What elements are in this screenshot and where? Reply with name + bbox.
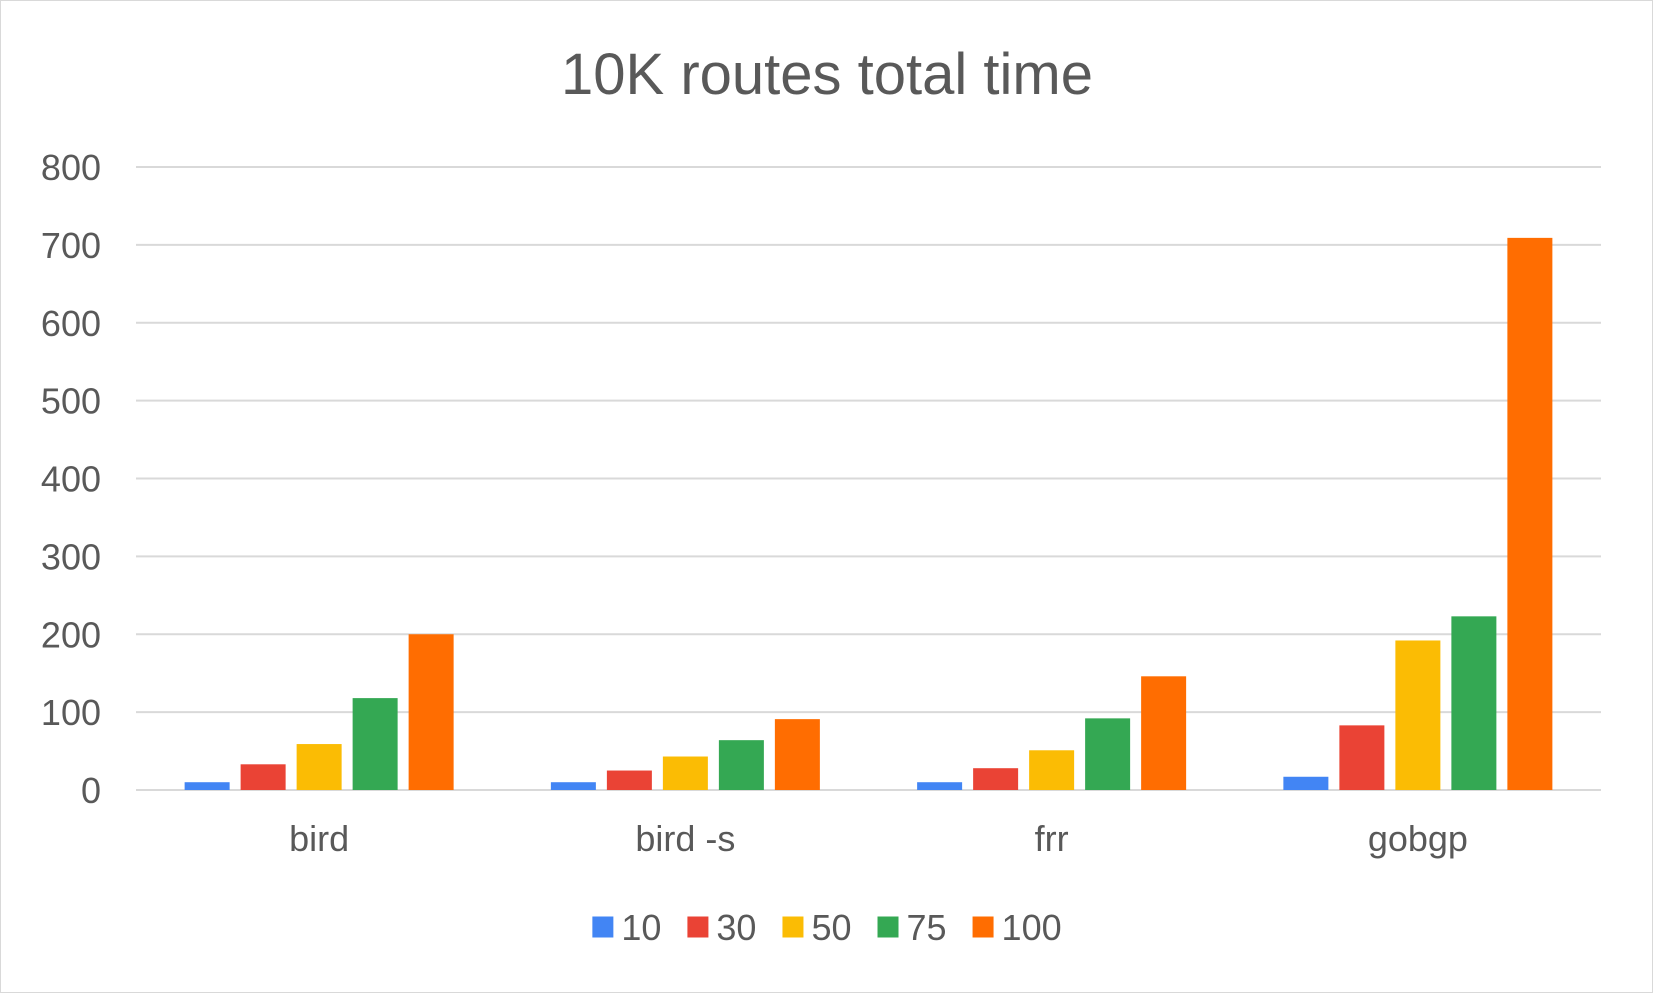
bar-bird-10: [184, 782, 230, 790]
bar-birds-75: [718, 740, 764, 790]
y-tick-label: 500: [41, 381, 101, 422]
legend-label: 50: [811, 907, 851, 948]
bar-birds-30: [606, 770, 652, 790]
bar-bird-100: [408, 634, 454, 790]
legend-swatch: [592, 916, 614, 938]
bar-bird-75: [352, 698, 398, 790]
bars: [184, 237, 1553, 790]
bar-frr-10: [917, 782, 963, 790]
legend-label: 30: [716, 907, 756, 948]
chart-title: 10K routes total time: [561, 42, 1093, 107]
x-category-label: gobgp: [1368, 818, 1468, 859]
y-tick-label: 0: [81, 770, 101, 811]
y-tick-label: 100: [41, 692, 101, 733]
bar-gobgp-10: [1283, 776, 1329, 790]
bar-birds-50: [662, 756, 708, 790]
legend-label: 10: [621, 907, 661, 948]
legend-label: 75: [907, 907, 947, 948]
x-category-label: bird -s: [635, 818, 735, 859]
x-category-label: frr: [1035, 818, 1069, 859]
bar-birds-10: [550, 782, 596, 790]
y-tick-label: 800: [41, 147, 101, 188]
y-axis-tick-labels: 0 100 200 300 400 500 600 700 800: [41, 147, 101, 811]
bar-frr-75: [1085, 718, 1131, 790]
bar-gobgp-75: [1451, 616, 1497, 790]
bar-gobgp-100: [1507, 237, 1553, 790]
legend-swatch: [782, 916, 804, 938]
bar-bird-50: [296, 744, 342, 790]
y-tick-label: 700: [41, 225, 101, 266]
y-tick-label: 400: [41, 459, 101, 500]
bar-frr-30: [973, 768, 1019, 790]
legend-swatch: [877, 916, 899, 938]
x-axis-category-labels: bird bird -s frr gobgp: [289, 818, 1468, 859]
y-tick-label: 600: [41, 303, 101, 344]
bar-frr-50: [1029, 750, 1075, 790]
bar-gobgp-30: [1339, 725, 1385, 790]
y-tick-label: 200: [41, 614, 101, 655]
legend-label: 100: [1002, 907, 1062, 948]
legend: 10 30 50 75 100: [592, 907, 1062, 948]
x-category-label: bird: [289, 818, 349, 859]
bar-gobgp-50: [1395, 640, 1441, 790]
gridlines: [136, 166, 1601, 791]
y-tick-label: 300: [41, 536, 101, 577]
legend-swatch: [972, 916, 994, 938]
bar-birds-100: [774, 719, 820, 790]
bar-bird-30: [240, 764, 286, 790]
legend-swatch: [687, 916, 709, 938]
bar-frr-100: [1141, 676, 1187, 790]
